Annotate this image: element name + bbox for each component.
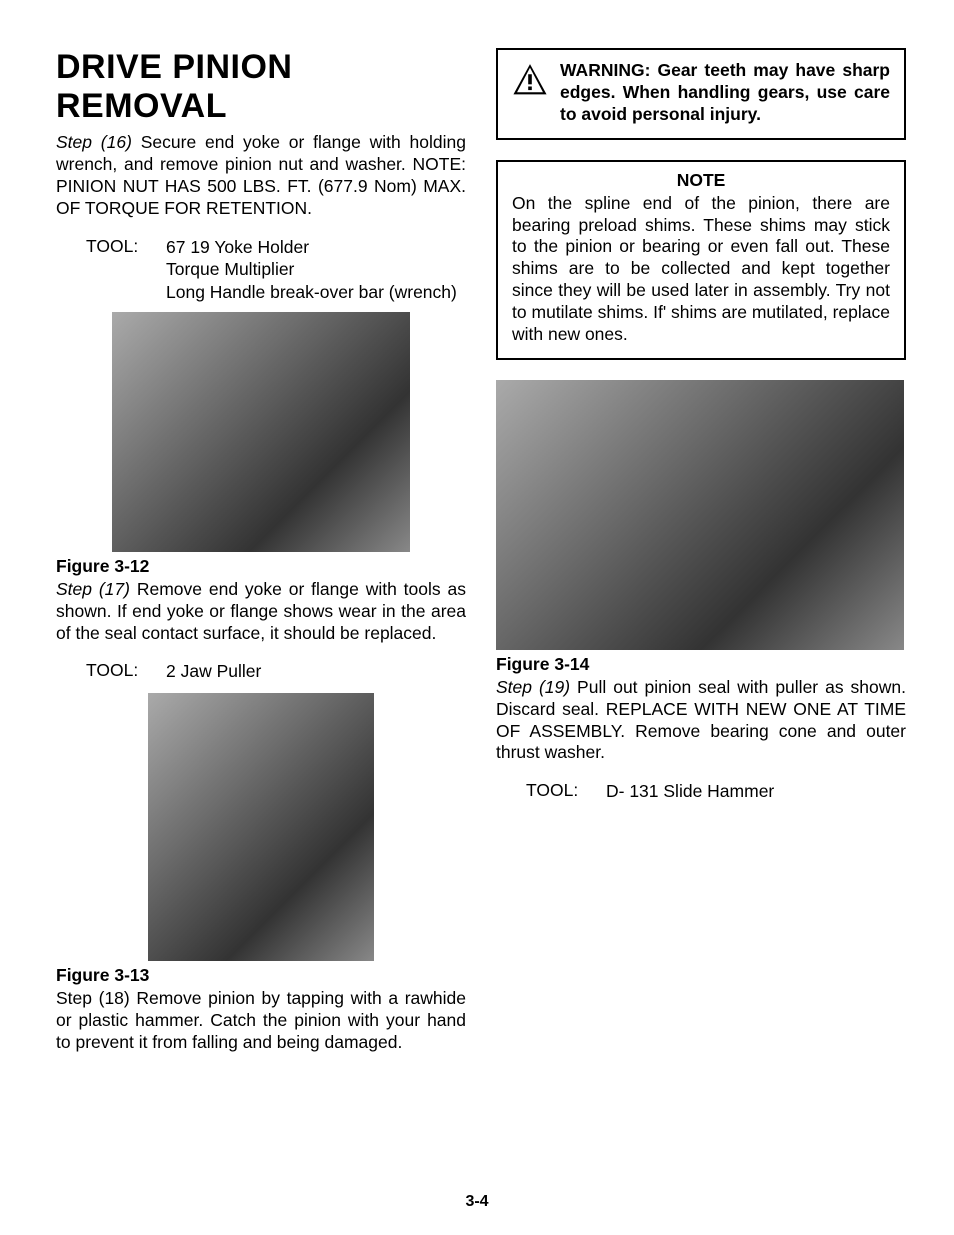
step-18-paragraph: Step (18) Remove pinion by tapping with …	[56, 988, 466, 1054]
tool-16-item: Long Handle break-over bar (wrench)	[166, 281, 457, 304]
tool-16-item: 67 19 Yoke Holder	[166, 236, 457, 259]
step-17-paragraph: Step (17) Remove end yoke or flange with…	[56, 579, 466, 645]
step-17-label: Step (17)	[56, 579, 130, 599]
figure-3-12-image	[112, 312, 410, 552]
tool-17-item: 2 Jaw Puller	[166, 660, 261, 683]
tool-17-row: TOOL: 2 Jaw Puller	[56, 660, 466, 683]
figure-3-14-caption: Figure 3-14	[496, 654, 906, 675]
tool-19-items: D- 131 Slide Hammer	[606, 780, 774, 803]
tool-17-items: 2 Jaw Puller	[166, 660, 261, 683]
left-column: DRIVE PINION REMOVAL Step (16) Secure en…	[56, 48, 466, 1054]
page-number: 3-4	[0, 1193, 954, 1211]
note-body: On the spline end of the pinion, there a…	[512, 193, 890, 346]
tool-19-label: TOOL:	[526, 780, 606, 803]
warning-triangle-icon	[512, 62, 548, 98]
tool-16-items: 67 19 Yoke Holder Torque Multiplier Long…	[166, 236, 457, 304]
note-box: NOTE On the spline end of the pinion, th…	[496, 160, 906, 360]
tool-19-item: D- 131 Slide Hammer	[606, 780, 774, 803]
note-title: NOTE	[512, 170, 890, 191]
tool-16-label: TOOL:	[86, 236, 166, 304]
right-column: WARNING: Gear teeth may have sharp edges…	[496, 48, 906, 1054]
tool-16-row: TOOL: 67 19 Yoke Holder Torque Multiplie…	[56, 236, 466, 304]
warning-text: WARNING: Gear teeth may have sharp edges…	[560, 60, 890, 126]
step-19-paragraph: Step (19) Pull out pinion seal with pull…	[496, 677, 906, 765]
section-heading: DRIVE PINION REMOVAL	[56, 48, 466, 126]
tool-16-item: Torque Multiplier	[166, 258, 457, 281]
step-16-paragraph: Step (16) Secure end yoke or flange with…	[56, 132, 466, 220]
step-19-label: Step (19)	[496, 677, 570, 697]
step-16-label: Step (16)	[56, 132, 132, 152]
figure-3-13-caption: Figure 3-13	[56, 965, 466, 986]
warning-box: WARNING: Gear teeth may have sharp edges…	[496, 48, 906, 140]
tool-17-label: TOOL:	[86, 660, 166, 683]
tool-19-row: TOOL: D- 131 Slide Hammer	[496, 780, 906, 803]
figure-3-14-image	[496, 380, 904, 650]
figure-3-12-caption: Figure 3-12	[56, 556, 466, 577]
figure-3-13-image	[148, 693, 374, 961]
